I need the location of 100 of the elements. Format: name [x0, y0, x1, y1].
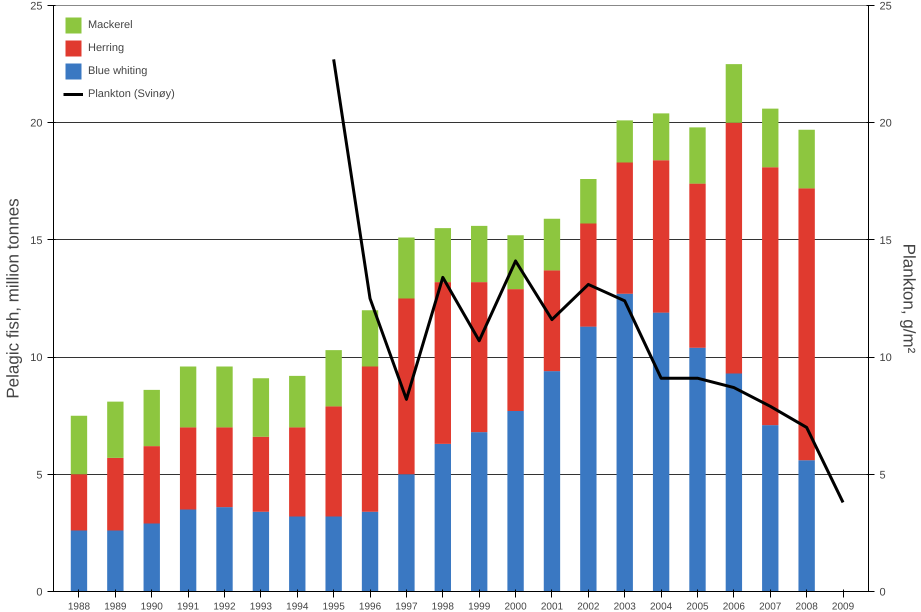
bar: [580, 178, 597, 224]
y-tick-label: 20: [30, 118, 43, 130]
y2-tick-label: 20: [880, 118, 892, 130]
bar: [289, 516, 306, 592]
x-tick-label: 2002: [577, 602, 600, 612]
legend-label: Blue whiting: [88, 65, 148, 77]
bar: [798, 130, 815, 188]
bar: [107, 530, 124, 592]
bar: [580, 223, 597, 327]
x-tick-label: 1995: [322, 602, 346, 612]
bar: [798, 460, 815, 592]
x-tick-label: 2005: [686, 602, 710, 612]
bar: [762, 425, 778, 592]
bar: [180, 509, 196, 592]
bar: [507, 411, 524, 592]
bar: [325, 350, 342, 406]
bar: [180, 427, 196, 510]
x-tick-label: 2000: [504, 602, 528, 612]
bar: [689, 348, 706, 592]
bar: [289, 427, 306, 516]
bar: [398, 238, 415, 298]
bar: [471, 226, 488, 282]
x-tick-label: 1997: [395, 602, 418, 612]
bar: [216, 427, 233, 508]
bar: [798, 188, 815, 460]
bar: [107, 458, 124, 531]
bar: [144, 390, 160, 446]
x-tick-label: 1989: [104, 602, 127, 612]
bar: [616, 294, 633, 592]
bar: [107, 402, 124, 458]
y-tick-label: 0: [36, 586, 43, 598]
y2-tick-label: 10: [880, 352, 892, 364]
x-tick-label: 1994: [286, 602, 309, 612]
bar: [434, 282, 451, 444]
bar: [652, 312, 670, 592]
bar: [216, 366, 233, 428]
bar: [471, 432, 488, 592]
x-tick-label: 1996: [358, 602, 382, 612]
y-axis-title: Pelagic fish, million tonnes: [3, 198, 22, 399]
bar: [180, 366, 196, 428]
bar: [544, 270, 560, 372]
bar: [144, 446, 160, 524]
bar: [652, 113, 670, 160]
y2-tick-label: 5: [880, 469, 886, 482]
x-tick-label: 2009: [832, 602, 855, 612]
bar: [726, 374, 742, 592]
bar: [434, 444, 451, 592]
bar: [616, 120, 633, 163]
y-tick-label: 5: [36, 469, 43, 482]
y2-tick-label: 25: [880, 0, 892, 12]
bar: [689, 184, 706, 348]
bar: [252, 436, 270, 512]
line-series: [332, 58, 845, 504]
bar: [216, 507, 233, 592]
bar: [252, 512, 270, 592]
bar: [507, 289, 524, 412]
x-tick-label: 1999: [468, 602, 491, 612]
bar: [434, 228, 451, 282]
y2-tick-label: 0: [880, 586, 886, 598]
bar: [616, 162, 633, 294]
bar: [362, 366, 378, 512]
bar: [762, 167, 778, 426]
x-tick-label: 2006: [722, 602, 746, 612]
bar: [762, 108, 778, 168]
bar: [544, 371, 560, 592]
bar: [544, 218, 560, 270]
x-tick-label: 2007: [759, 602, 782, 612]
x-tick-label: 1992: [213, 602, 236, 612]
bar: [398, 474, 415, 592]
y-tick-label: 15: [30, 234, 43, 247]
x-tick-label: 1991: [176, 602, 200, 612]
x-tick-label: 1990: [140, 602, 164, 612]
bar: [580, 326, 597, 592]
y2-axis-title: Plankton, g/m²: [900, 244, 919, 354]
bar: [289, 376, 306, 428]
bar: [652, 160, 670, 313]
x-tick-label: 2004: [650, 602, 673, 612]
bar: [70, 530, 88, 592]
bar: [144, 524, 160, 592]
y-tick-label: 10: [30, 352, 43, 364]
bar: [362, 310, 378, 366]
x-tick-label: 2003: [614, 602, 636, 612]
x-tick-label: 1998: [432, 602, 454, 612]
bar: [70, 474, 88, 531]
bar: [726, 122, 742, 374]
y2-tick-label: 15: [880, 234, 892, 247]
bar: [471, 282, 488, 432]
bar: [325, 406, 342, 516]
x-tick-label: 2001: [540, 602, 564, 612]
x-tick-label: 2008: [796, 602, 818, 612]
bar: [325, 516, 342, 592]
y-tick-label: 25: [30, 0, 43, 12]
legend-label: Mackerel: [88, 19, 133, 31]
legend-label: Plankton (Svinøy): [88, 88, 175, 100]
legend-label: Herring: [88, 42, 124, 54]
bar: [252, 378, 270, 437]
bar: [362, 512, 378, 592]
bar: [726, 64, 742, 123]
bar: [398, 298, 415, 474]
x-tick-label: 1988: [68, 602, 91, 612]
